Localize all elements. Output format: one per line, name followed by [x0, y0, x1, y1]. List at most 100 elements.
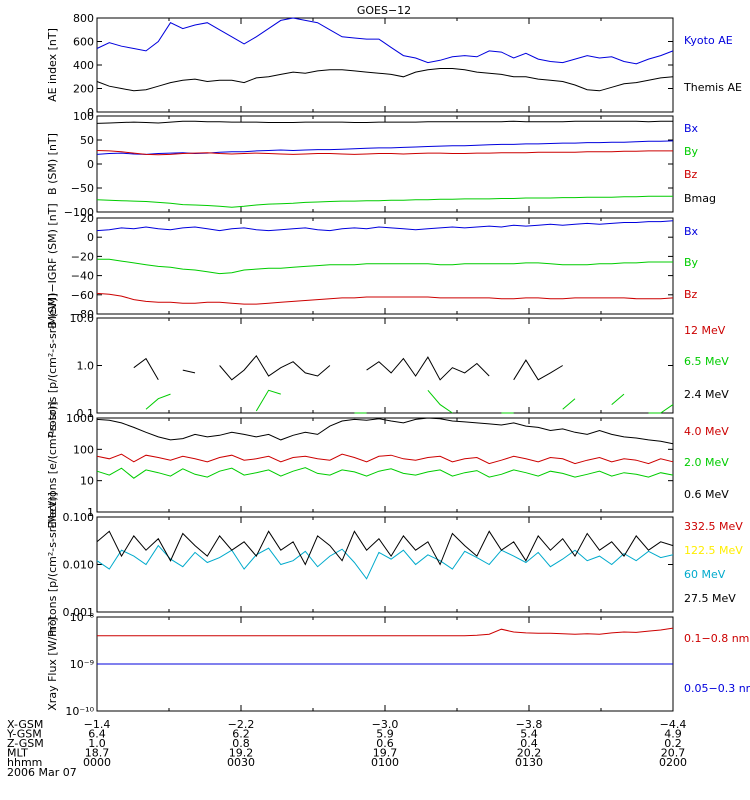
panel-6: 0.001 0.010 0.100 Protons [p/(cm²-s-sr-MeV)…	[46, 492, 743, 637]
panel-frame	[96, 417, 674, 513]
y-tick-label: −60	[71, 289, 94, 302]
x-axis-date: 2006 Mar 07	[7, 766, 77, 779]
legend-label: 27.5 MeV	[684, 592, 736, 605]
series-line	[145, 389, 674, 414]
panel-frame	[96, 516, 674, 613]
x-row-value: 5.9	[376, 728, 394, 741]
y-tick-label: −100	[64, 206, 94, 219]
series-line	[97, 258, 673, 275]
x-row-value: 0130	[515, 756, 543, 769]
plot-title: GOES−12	[357, 4, 411, 17]
panel-1: 0 200 400 600 800 AE index [nT] Kyoto AE Themis…	[46, 12, 742, 119]
x-row-value: −3.0	[372, 718, 399, 731]
y-tick-label: 10⁻⁹	[70, 658, 94, 671]
x-row-label: hhmm	[7, 756, 42, 769]
x-row-label: MLT	[7, 747, 28, 760]
legend-label: 4.0 MeV	[684, 425, 729, 438]
panel-5: 1 10 100 1000 Electrons [e/(cm²-s-sr)] 4.0 Me…	[46, 401, 729, 528]
x-row-value: 18.7	[85, 747, 110, 760]
y-tick-label: 0.010	[63, 559, 95, 572]
y-tick-label: 10⁻¹⁰	[65, 705, 94, 718]
legend-label: Bz	[684, 168, 698, 181]
legend-label: 60 MeV	[684, 568, 726, 581]
y-tick-label: 0	[87, 158, 94, 171]
x-axis-table: X-GSM −1.4 −2.2 −3.0 −3.8 −4.4 Y-GSM 6.4 6.2 5.9 5…	[6, 718, 687, 779]
y-tick-label: 10.0	[70, 312, 95, 325]
x-row-value: 4.9	[664, 728, 682, 741]
y-tick-label: 50	[80, 134, 94, 147]
series-line	[97, 627, 674, 637]
x-row-value: 1.0	[88, 737, 106, 750]
y-tick-label: 800	[73, 12, 94, 25]
series-line	[96, 150, 673, 156]
x-row-label: Y-GSM	[6, 728, 42, 741]
legend-label: Bmag	[684, 192, 716, 205]
x-row-label: Z-GSM	[7, 737, 44, 750]
y-tick-label: 0	[87, 106, 94, 119]
x-row-value: 19.2	[229, 747, 254, 760]
legend-label: 12 MeV	[684, 324, 726, 337]
y-tick-label: 0.001	[63, 606, 95, 619]
legend-label: Bz	[684, 288, 698, 301]
y-axis-label: Electrons [e/(cm²-s-sr)]	[46, 401, 59, 528]
x-row-value: 5.4	[520, 728, 538, 741]
series-line	[134, 356, 673, 380]
series-line	[96, 195, 673, 208]
x-row-value: 0200	[659, 756, 687, 769]
series-line	[96, 467, 674, 479]
legend-label: 0.05−0.3 nm	[684, 682, 750, 695]
x-row-value: 6.2	[232, 728, 250, 741]
y-axis-label: B (SM) [nT]	[46, 133, 59, 195]
legend-label: Bx	[684, 225, 699, 238]
series-line	[96, 292, 674, 305]
x-row-value: 6.4	[88, 728, 106, 741]
x-row-value: 20.7	[661, 747, 686, 760]
legend-label: 0.6 MeV	[684, 488, 729, 501]
series-line	[96, 17, 674, 65]
y-axis-label: AE index [nT]	[46, 28, 59, 102]
y-tick-label: 1	[87, 506, 94, 519]
series-line	[96, 220, 674, 232]
legend-label: Themis AE	[683, 81, 742, 94]
x-row-value: 20.2	[517, 747, 542, 760]
y-tick-label: 100	[73, 443, 94, 456]
legend-label: 6.5 MeV	[684, 355, 729, 368]
panel-frame	[96, 217, 674, 315]
x-row-value: 0030	[227, 756, 255, 769]
legend-label: 332.5 MeV	[684, 520, 743, 533]
y-tick-label: 600	[73, 36, 94, 49]
y-axis-label: Protons [p/(cm²-s-sr-MeV)]	[46, 492, 59, 637]
legend-label: 0.1−0.8 nm	[684, 632, 749, 645]
x-row-value: 0.8	[232, 737, 250, 750]
y-tick-label: 200	[73, 83, 94, 96]
y-tick-label: 20	[80, 212, 94, 225]
series-line	[96, 68, 674, 92]
legend-label: 122.5 MeV	[684, 544, 743, 557]
y-axis-label: Xray Flux [W/m²]	[46, 617, 59, 710]
y-tick-label: 0.100	[63, 511, 95, 524]
legend-label: By	[684, 145, 699, 158]
panel-frame	[96, 17, 674, 113]
y-tick-label: 1.0	[77, 360, 95, 373]
panel-3: −80 −60 −40 −20 0 20 B (SM)−IGRF (SM) [nT] Bx By…	[46, 203, 699, 328]
x-row-value: 0.6	[376, 737, 394, 750]
y-tick-label: −80	[71, 308, 94, 321]
panel-frame	[96, 317, 674, 414]
y-axis-label: B (SM)−IGRF (SM) [nT]	[46, 203, 59, 328]
panel-4: 0.1 1.0 10.0 Protons [p/(cm²-s-sr-MeV)] 12 M…	[46, 293, 729, 438]
x-row-value: −2.2	[228, 718, 255, 731]
y-tick-label: 10⁻⁸	[70, 611, 95, 624]
y-tick-label: 0	[87, 231, 94, 244]
x-row-value: 0.4	[520, 737, 538, 750]
x-row-value: 0100	[371, 756, 399, 769]
panel-2: −100 −50 0 50 100 B (SM) [nT] Bx By Bz Bmag	[46, 110, 716, 219]
legend-label: By	[684, 256, 699, 269]
legend-label: 2.0 MeV	[684, 456, 729, 469]
y-axis-label: Protons [p/(cm²-s-sr-MeV)]	[46, 293, 59, 438]
legend-label: Kyoto AE	[684, 34, 733, 47]
legend-label: 2.4 MeV	[684, 388, 729, 401]
x-row-value: −3.8	[516, 718, 543, 731]
x-row-value: 19.7	[373, 747, 398, 760]
series-line	[96, 417, 674, 445]
